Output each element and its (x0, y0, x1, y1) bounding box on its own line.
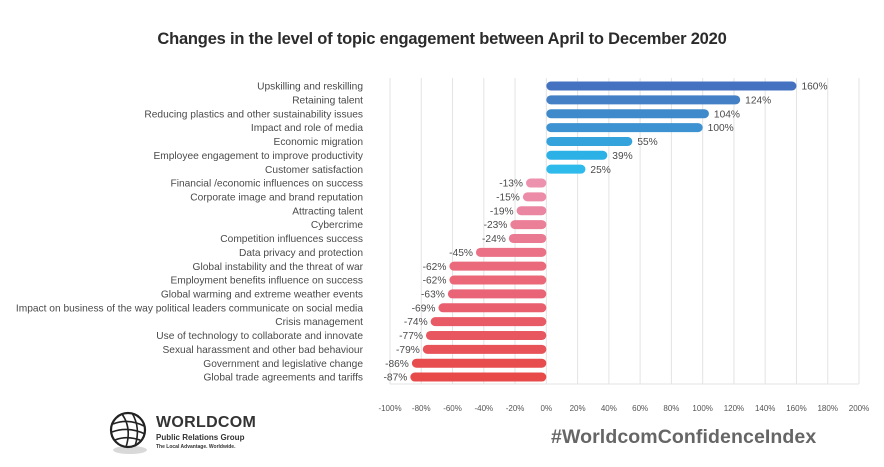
bar (522, 192, 547, 202)
x-tick-label: 80% (663, 404, 679, 413)
category-label: Financial /economic influences on succes… (170, 179, 363, 190)
bar (475, 247, 547, 257)
globe-icon (109, 411, 147, 454)
x-tick-label: -40% (474, 404, 493, 413)
bar (425, 330, 547, 340)
x-tick-label: 200% (849, 404, 869, 413)
bar (546, 95, 741, 105)
data-label: 25% (590, 165, 610, 176)
data-label: -45% (449, 248, 473, 259)
bar (411, 358, 547, 368)
bar (546, 109, 709, 119)
category-label: Economic migration (274, 137, 363, 148)
bar (449, 261, 547, 271)
category-label: Global warming and extreme weather event… (161, 290, 363, 301)
bar (447, 289, 547, 299)
bar (546, 164, 586, 174)
data-label: 124% (745, 95, 771, 106)
data-label: -87% (384, 373, 408, 384)
x-tick-label: 180% (817, 404, 837, 413)
bar-chart: Upskilling and reskilling Retaining talen… (16, 78, 869, 413)
category-label: Attracting talent (292, 206, 363, 217)
data-label: -62% (423, 276, 447, 287)
bar (422, 344, 547, 354)
category-labels: Upskilling and reskilling Retaining talen… (16, 82, 364, 384)
x-tick-label: 140% (755, 404, 775, 413)
category-label: Global trade agreements and tariffs (203, 373, 363, 384)
logo-name: WORLDCOM (156, 414, 257, 431)
bar (546, 81, 797, 91)
data-label: -62% (423, 262, 447, 273)
x-tick-label: -60% (443, 404, 462, 413)
data-label: -19% (490, 206, 514, 217)
category-label: Impact on business of the way political … (16, 303, 363, 314)
category-label: Government and legislative change (203, 359, 363, 370)
bar (438, 303, 547, 313)
x-tick-label: 40% (601, 404, 617, 413)
hashtag: #WorldcomConfidenceIndex (551, 426, 817, 448)
logo-subtitle: Public Relations Group (156, 433, 245, 442)
data-label: -74% (404, 317, 428, 328)
data-label: 160% (801, 82, 827, 93)
category-label: Employment benefits influence on success (170, 276, 363, 287)
logo-tagline: The Local Advantage. Worldwide. (156, 444, 236, 450)
category-label: Impact and role of media (251, 123, 363, 134)
category-label: Use of technology to collaborate and inn… (156, 331, 363, 342)
chart-title: Changes in the level of topic engagement… (157, 30, 727, 48)
data-label: -23% (484, 220, 508, 231)
data-label: -15% (496, 192, 520, 203)
bar (526, 178, 547, 188)
bars (410, 81, 797, 382)
category-label: Customer satisfaction (265, 165, 363, 176)
data-label: -24% (482, 234, 506, 245)
category-label: Upskilling and reskilling (257, 82, 363, 93)
bar (430, 317, 547, 327)
data-label: -13% (499, 179, 523, 190)
category-label: Retaining talent (292, 95, 363, 106)
bar (546, 150, 608, 160)
data-label: -77% (399, 331, 423, 342)
data-label: -86% (385, 359, 409, 370)
x-tick-label: -80% (412, 404, 431, 413)
data-label: 55% (637, 137, 657, 148)
x-tick-label: 160% (786, 404, 806, 413)
bar (510, 220, 547, 230)
category-label: Global instability and the threat of war (193, 262, 364, 273)
data-labels: 160% 124% 104% 100% 55% 39%25% -13% -15% -19% -23… (384, 82, 828, 384)
category-label: Competition influences success (220, 234, 363, 245)
data-label: -63% (421, 290, 445, 301)
data-label: -79% (396, 345, 420, 356)
bar (508, 233, 547, 243)
x-tick-label: 0% (541, 404, 553, 413)
category-label: Cybercrime (311, 220, 363, 231)
category-label: Data privacy and protection (239, 248, 363, 259)
worldcom-logo: WORLDCOM Public Relations Group The Loca… (108, 410, 256, 458)
bar (516, 206, 547, 216)
x-tick-label: -100% (378, 404, 401, 413)
bar (449, 275, 547, 285)
x-tick-label: 120% (724, 404, 744, 413)
data-label: -69% (412, 303, 436, 314)
category-label: Crisis management (275, 317, 363, 328)
x-tick-label: 60% (632, 404, 648, 413)
bar (410, 372, 547, 382)
gridlines (389, 78, 860, 385)
data-label: 39% (612, 151, 632, 162)
bar (546, 136, 633, 146)
data-label: 100% (708, 123, 734, 134)
x-axis-ticks: -100% -80% -60% -40% -20% 0% 20% 40% 60% 80% 100% 1… (378, 404, 869, 413)
x-tick-label: -20% (506, 404, 525, 413)
category-label: Employee engagement to improve productiv… (153, 151, 363, 162)
category-label: Corporate image and brand reputation (190, 192, 363, 203)
category-label: Sexual harassment and other bad behaviou… (163, 345, 364, 356)
x-tick-label: 100% (692, 404, 712, 413)
x-tick-label: 20% (570, 404, 586, 413)
category-label: Reducing plastics and other sustainabili… (144, 109, 363, 120)
data-label: 104% (714, 109, 740, 120)
bar (546, 123, 703, 133)
